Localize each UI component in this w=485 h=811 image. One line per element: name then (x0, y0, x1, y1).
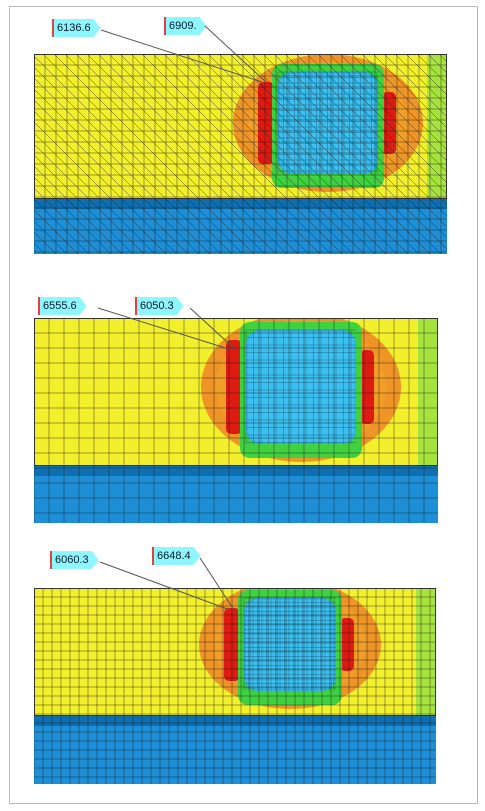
contour-plot-3 (34, 588, 436, 784)
mesh-panel-3 (34, 588, 436, 784)
stress-band-right (340, 618, 354, 671)
mesh-panel-2 (34, 318, 438, 523)
stress-band-right (360, 350, 374, 424)
substrate-top-band (34, 199, 447, 209)
contour-plot-2 (34, 318, 438, 523)
callout-label-3b: 6648.4 (152, 547, 201, 565)
stress-band-right (382, 92, 396, 154)
callout-label-1b: 6909. (164, 17, 207, 35)
edge-gradient-region (416, 588, 436, 716)
contour-plot-1 (34, 54, 447, 254)
callout-label-3a: 6060.3 (50, 551, 99, 569)
mesh-lines (34, 54, 447, 254)
inclusion-box-inner (280, 74, 376, 172)
callout-label-2b: 6050.3 (135, 297, 184, 315)
box-fine-mesh (277, 71, 378, 174)
inclusion-box-inner (248, 332, 354, 442)
callout-label-1a: 6136.6 (52, 19, 101, 37)
slab-outline (34, 588, 436, 716)
substrate-top-band (34, 716, 436, 726)
callout-label-2a: 6555.6 (38, 297, 87, 315)
substrate-top-band (34, 466, 438, 476)
box-fine-mesh (245, 329, 356, 444)
mesh-lines (34, 318, 438, 523)
mesh-lines (34, 588, 436, 784)
mesh-panel-1 (34, 54, 447, 254)
box-fine-mesh (243, 597, 336, 691)
edge-gradient-region (418, 318, 438, 466)
stress-band-left (226, 340, 242, 434)
